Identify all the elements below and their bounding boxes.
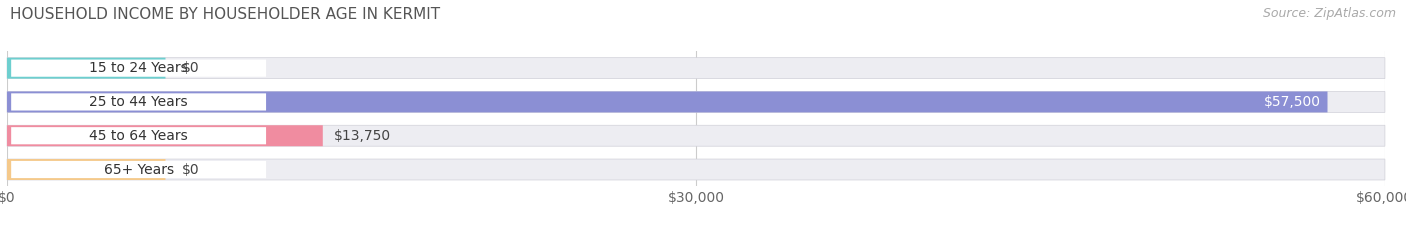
FancyBboxPatch shape (11, 161, 266, 178)
Text: 25 to 44 Years: 25 to 44 Years (90, 95, 188, 109)
FancyBboxPatch shape (7, 159, 1385, 180)
FancyBboxPatch shape (11, 60, 266, 77)
Text: 45 to 64 Years: 45 to 64 Years (89, 129, 188, 143)
Text: $0: $0 (181, 61, 200, 75)
FancyBboxPatch shape (7, 58, 166, 79)
Text: $57,500: $57,500 (1264, 95, 1320, 109)
FancyBboxPatch shape (7, 58, 1385, 79)
Text: Source: ZipAtlas.com: Source: ZipAtlas.com (1263, 7, 1396, 20)
FancyBboxPatch shape (7, 125, 1385, 146)
Text: $13,750: $13,750 (333, 129, 391, 143)
FancyBboxPatch shape (11, 127, 266, 144)
FancyBboxPatch shape (7, 125, 323, 146)
Text: $0: $0 (181, 162, 200, 177)
FancyBboxPatch shape (11, 93, 266, 110)
Text: HOUSEHOLD INCOME BY HOUSEHOLDER AGE IN KERMIT: HOUSEHOLD INCOME BY HOUSEHOLDER AGE IN K… (10, 7, 440, 22)
Text: 65+ Years: 65+ Years (104, 162, 174, 177)
FancyBboxPatch shape (7, 159, 166, 180)
FancyBboxPatch shape (7, 92, 1327, 112)
FancyBboxPatch shape (7, 92, 1385, 112)
Text: 15 to 24 Years: 15 to 24 Years (89, 61, 188, 75)
